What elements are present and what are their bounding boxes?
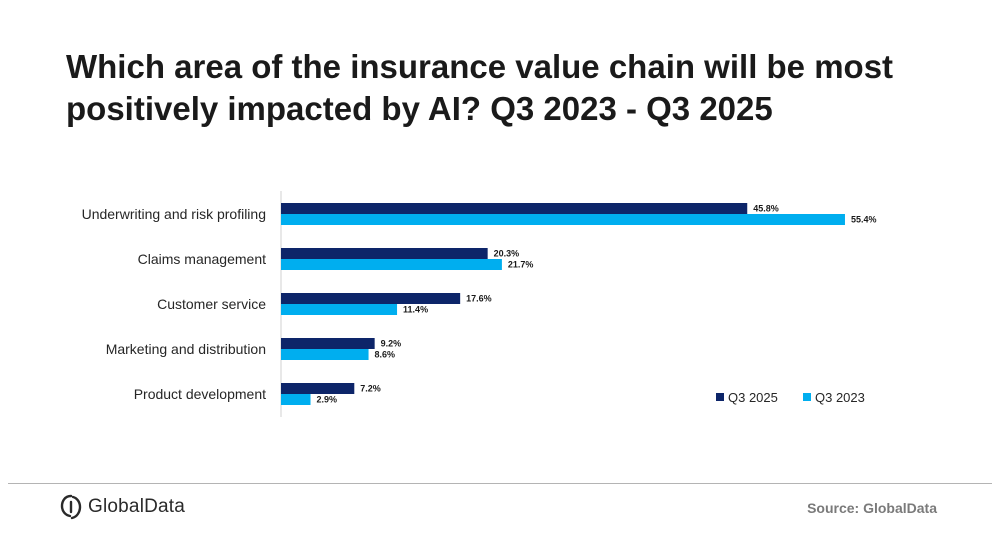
category-label: Claims management [138, 251, 266, 267]
legend-label: Q3 2025 [728, 390, 778, 405]
chart-title: Which area of the insurance value chain … [66, 48, 894, 127]
bar-q3-2023 [281, 394, 311, 405]
bar-chart: Underwriting and risk profiling 45.8% 55.4… [82, 191, 877, 417]
bar-q3-2025 [281, 293, 461, 304]
source-note: Source: GlobalData [807, 500, 937, 516]
legend-label: Q3 2023 [815, 390, 865, 405]
logo-wordmark: GlobalData [88, 496, 186, 517]
footer-divider [8, 483, 992, 484]
data-label: 9.2% [381, 339, 402, 349]
category-label: Customer service [157, 296, 266, 312]
bar-q3-2023 [281, 304, 398, 315]
bar-q3-2023 [281, 349, 369, 360]
bar-q3-2023 [281, 214, 845, 225]
globaldata-logo-icon [60, 494, 82, 520]
bar-q3-2025 [281, 203, 748, 214]
data-label: 20.3% [494, 249, 520, 259]
data-label: 11.4% [403, 305, 428, 315]
data-label: 21.7% [508, 260, 534, 270]
data-label: 45.8% [753, 204, 779, 214]
legend-swatch [716, 393, 724, 401]
data-label: 7.2% [360, 384, 381, 394]
data-label: 55.4% [851, 215, 877, 225]
data-label: 8.6% [375, 350, 396, 360]
globaldata-logo: GlobalData [60, 494, 185, 520]
bar-q3-2025 [281, 383, 355, 394]
bar-q3-2025 [281, 248, 488, 259]
category-label: Marketing and distribution [106, 341, 266, 357]
bar-q3-2025 [281, 338, 375, 349]
category-label: Product development [134, 386, 266, 402]
bar-q3-2023 [281, 259, 502, 270]
category-label: Underwriting and risk profiling [82, 206, 266, 222]
legend-swatch [803, 393, 811, 401]
data-label: 17.6% [466, 294, 492, 304]
data-label: 2.9% [317, 395, 338, 405]
